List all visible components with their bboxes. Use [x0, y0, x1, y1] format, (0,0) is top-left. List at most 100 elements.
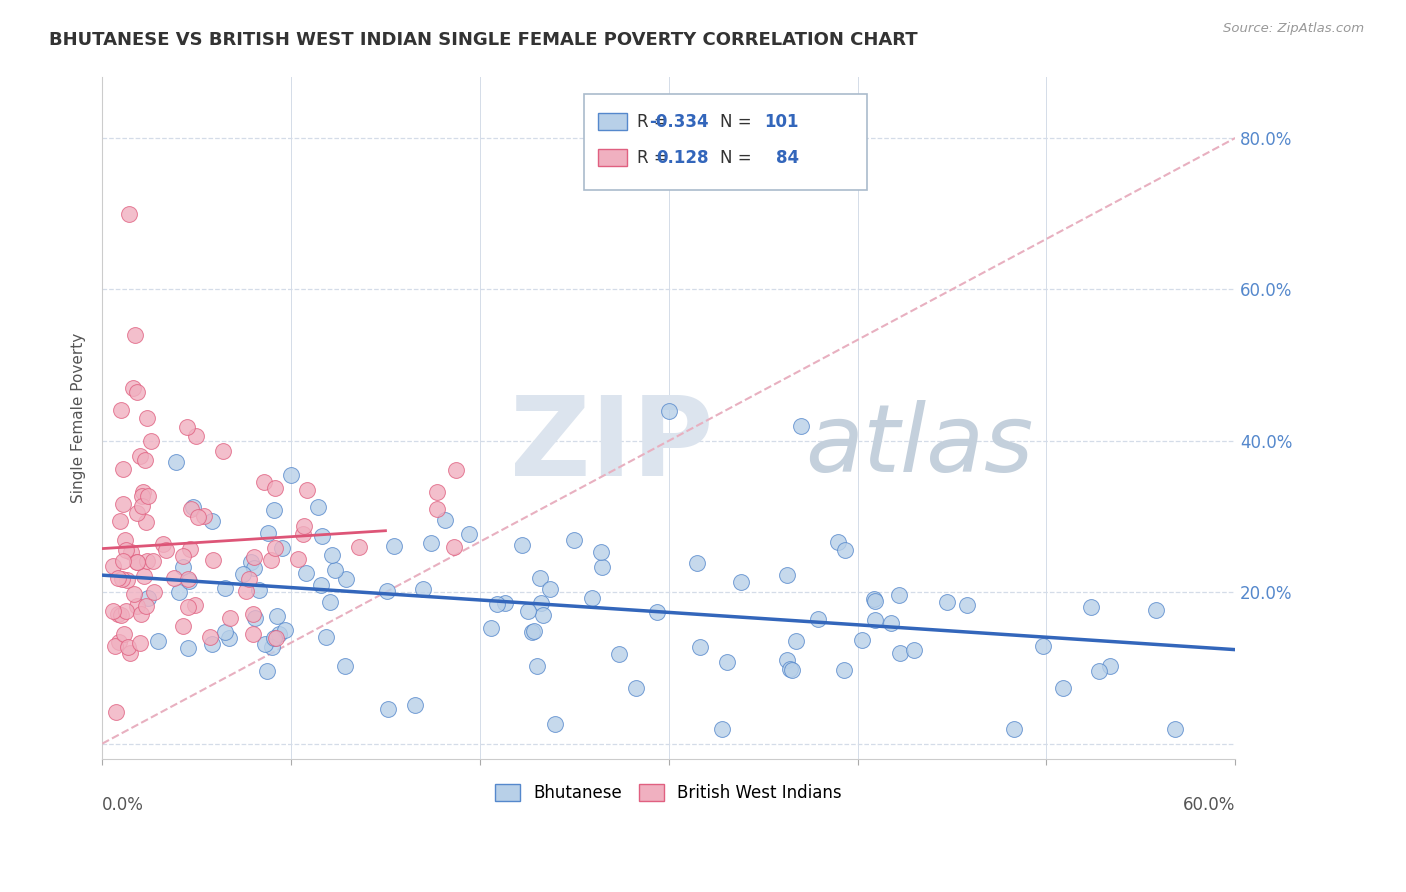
Point [264, 481, 287, 495]
Point [125, 555, 148, 569]
Point [107, 607, 129, 622]
Point [118, 646, 141, 660]
Point [426, 502, 449, 516]
Text: ZIP: ZIP [510, 392, 713, 499]
Point [292, 519, 315, 533]
Point [526, 659, 548, 673]
Point [232, 566, 254, 581]
Point [165, 455, 187, 469]
Point [111, 497, 134, 511]
Point [131, 499, 153, 513]
Point [134, 453, 156, 467]
Point [832, 664, 855, 678]
Point [201, 553, 224, 567]
Point [200, 630, 222, 644]
Legend: Bhutanese, British West Indians: Bhutanese, British West Indians [489, 777, 849, 808]
Text: -0.334: -0.334 [648, 112, 709, 131]
Point [936, 595, 959, 609]
Point [790, 418, 813, 433]
Point [181, 500, 204, 514]
Point [889, 588, 911, 602]
Point [112, 626, 135, 640]
Point [177, 574, 200, 589]
Point [271, 541, 294, 556]
Text: #dce4ee: #dce4ee [669, 444, 675, 445]
Point [607, 647, 630, 661]
Point [834, 542, 856, 557]
Point [122, 587, 145, 601]
Point [333, 659, 356, 673]
Point [863, 613, 886, 627]
Point [485, 598, 508, 612]
Point [433, 513, 456, 527]
Point [544, 716, 567, 731]
Point [177, 599, 200, 614]
Point [263, 631, 285, 645]
Point [155, 543, 177, 558]
Point [589, 545, 612, 559]
Text: BHUTANESE VS BRITISH WEST INDIAN SINGLE FEMALE POVERTY CORRELATION CHART: BHUTANESE VS BRITISH WEST INDIAN SINGLE … [49, 31, 918, 49]
Point [134, 569, 156, 583]
Point [115, 604, 138, 618]
Point [125, 555, 148, 569]
Point [256, 664, 278, 678]
Point [686, 556, 709, 570]
Point [142, 554, 165, 568]
Point [335, 573, 357, 587]
Point [263, 541, 285, 555]
Point [135, 554, 157, 568]
Point [1052, 681, 1074, 695]
Point [136, 411, 159, 425]
Text: R =: R = [637, 149, 668, 167]
Point [291, 527, 314, 541]
Point [443, 540, 465, 554]
Point [1144, 602, 1167, 616]
Point [1164, 722, 1187, 736]
Y-axis label: Single Female Poverty: Single Female Poverty [72, 333, 86, 503]
Point [903, 643, 925, 657]
Point [779, 662, 801, 676]
Point [807, 612, 830, 626]
Point [689, 640, 711, 654]
Point [240, 555, 263, 569]
Point [135, 599, 157, 614]
Point [287, 552, 309, 566]
Point [242, 626, 264, 640]
Point [177, 572, 200, 586]
Point [163, 571, 186, 585]
Point [112, 554, 135, 568]
Point [193, 508, 215, 523]
Text: 84: 84 [776, 149, 799, 167]
Point [531, 607, 554, 622]
Point [444, 463, 467, 477]
Text: N =: N = [720, 112, 751, 131]
Point [347, 540, 370, 554]
Point [139, 434, 162, 449]
Point [136, 489, 159, 503]
Point [264, 631, 287, 645]
Point [172, 560, 194, 574]
Text: 0.0%: 0.0% [103, 797, 143, 814]
Point [253, 475, 276, 489]
Point [201, 514, 224, 528]
Point [125, 599, 148, 614]
Point [827, 534, 849, 549]
Point [108, 514, 131, 528]
Point [101, 604, 124, 618]
Point [645, 605, 668, 619]
Point [377, 583, 399, 598]
Point [1098, 659, 1121, 673]
Point [235, 584, 257, 599]
Text: 0.128: 0.128 [655, 149, 709, 167]
Text: atlas: atlas [804, 400, 1033, 491]
Point [176, 420, 198, 434]
Point [128, 636, 150, 650]
FancyBboxPatch shape [583, 95, 868, 190]
Point [591, 559, 613, 574]
Point [311, 577, 333, 591]
Point [263, 503, 285, 517]
Point [851, 633, 873, 648]
Point [260, 640, 283, 654]
Point [110, 402, 132, 417]
Point [711, 722, 734, 736]
